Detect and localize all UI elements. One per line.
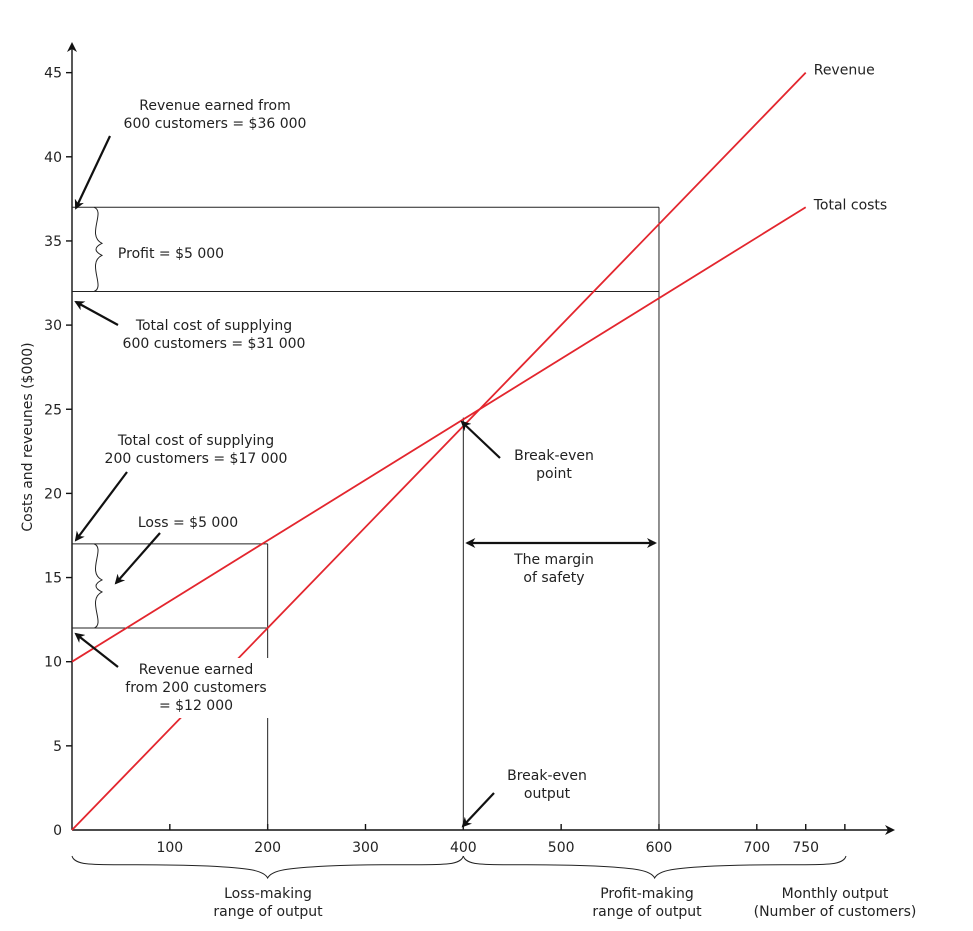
arrow-revenue-200 xyxy=(74,632,119,668)
profit-range-brace xyxy=(462,855,847,880)
guide-lines xyxy=(72,206,660,830)
y-tick-label: 45 xyxy=(44,66,62,82)
annotation-profit: Profit = $5 000 xyxy=(118,246,224,262)
annotation-revenue-200: Revenue earned from 200 customers = $12 00… xyxy=(125,662,266,714)
y-tick-label: 40 xyxy=(44,150,62,166)
annotation-loss-range: Loss-making range of output xyxy=(213,886,323,920)
annotation-cost-200: Total cost of supplying 200 customers = $… xyxy=(105,433,288,467)
y-tick-label: 35 xyxy=(44,234,62,250)
y-axis-label: Costs and reveunes ($000) xyxy=(20,342,36,531)
series-label-revenue: Revenue xyxy=(814,63,875,79)
axis-ticks: 0 5 10 15 20 25 30 35 40 45 100 200 300 400 500 600 700 7… xyxy=(44,66,846,856)
annotation-profit-range: Profit-making range of output xyxy=(592,886,702,920)
x-tick-label: 300 xyxy=(352,840,379,856)
annotation-revenue-600: Revenue earned from 600 customers = $36 0… xyxy=(124,98,307,132)
x-tick-label: 750 xyxy=(792,840,819,856)
x-tick-label: 400 xyxy=(450,840,477,856)
annotation-margin-of-safety: The margin of safety xyxy=(513,552,594,586)
y-tick-label: 30 xyxy=(44,318,62,334)
braces xyxy=(71,206,847,880)
annotation-break-even-point: Break-even point xyxy=(514,448,594,482)
arrow-break-even-output xyxy=(461,792,495,828)
x-tick-label: 100 xyxy=(156,840,183,856)
annotation-cost-600: Total cost of supplying 600 customers = $… xyxy=(123,318,306,352)
y-tick-label: 0 xyxy=(53,823,62,839)
annotation-loss: Loss = $5 000 xyxy=(138,515,238,531)
y-tick-label: 15 xyxy=(44,571,62,587)
series-line-total-costs xyxy=(71,206,807,663)
y-tick-label: 20 xyxy=(44,486,62,502)
arrow-cost-600 xyxy=(74,301,119,326)
loss-range-brace xyxy=(71,855,464,880)
arrow-loss xyxy=(114,532,161,585)
profit-brace xyxy=(93,206,104,292)
label-backing xyxy=(120,658,272,718)
arrow-revenue-600 xyxy=(74,135,111,210)
series-label-total-costs: Total costs xyxy=(813,197,888,213)
x-tick-label: 200 xyxy=(254,840,281,856)
annotation-arrows xyxy=(74,135,657,828)
y-tick-label: 10 xyxy=(44,655,62,671)
arrow-cost-200 xyxy=(74,471,128,542)
annotation-break-even-output: Break-even output xyxy=(507,768,587,802)
annotation-labels: Costs and reveunes ($000) Monthly output(… xyxy=(20,63,916,920)
x-tick-label: 700 xyxy=(743,840,770,856)
loss-brace xyxy=(93,543,104,629)
x-tick-label: 500 xyxy=(548,840,575,856)
x-tick-label: 600 xyxy=(646,840,673,856)
y-tick-label: 25 xyxy=(44,402,62,418)
arrow-break-even-point xyxy=(460,420,501,459)
x-axis-label: Monthly output (Number of customers) xyxy=(754,886,917,920)
y-tick-label: 5 xyxy=(53,739,62,755)
